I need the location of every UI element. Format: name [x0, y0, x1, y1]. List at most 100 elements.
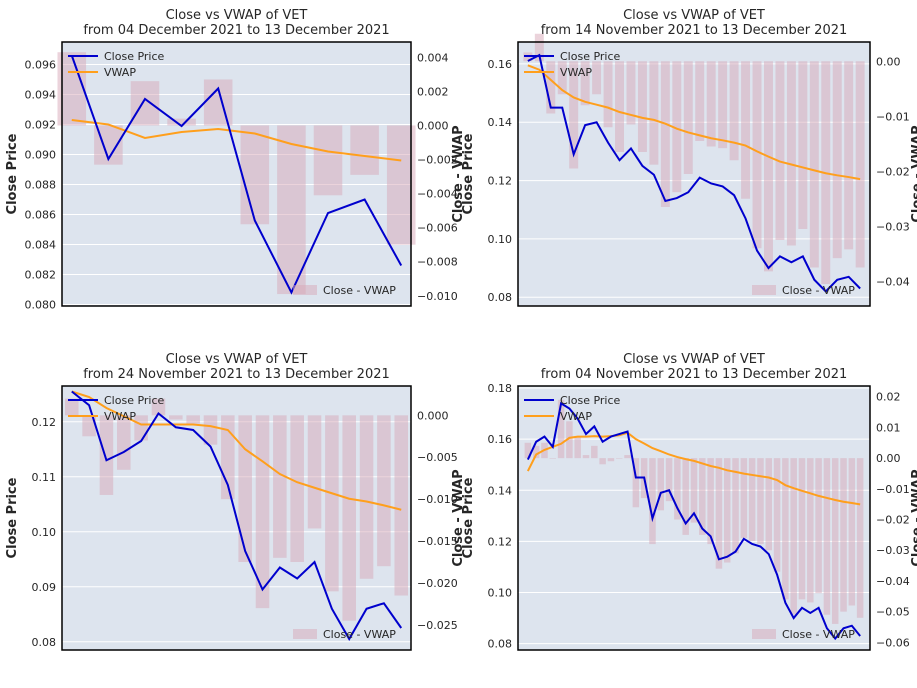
diff-bar — [350, 125, 379, 175]
y2-tick-label: −0.01 — [876, 110, 910, 123]
diff-bar — [203, 415, 218, 445]
y2-tick-label: −0.002 — [417, 154, 458, 167]
y-tick-label: 0.092 — [25, 119, 57, 132]
diff-bar — [325, 415, 339, 592]
y-tick-label: 0.08 — [32, 636, 57, 649]
y-axis-label: Close Price — [5, 477, 20, 558]
diff-bar — [534, 33, 544, 62]
y2-tick-label: −0.025 — [417, 619, 458, 632]
y-tick-label: 0.080 — [25, 299, 57, 312]
diff-bar — [377, 415, 391, 567]
diff-bar — [683, 61, 693, 174]
y2-tick-label: 0.000 — [417, 119, 449, 132]
y2-tick-label: −0.008 — [417, 256, 458, 269]
diff-bar — [729, 61, 739, 161]
y-tick-label: 0.082 — [25, 269, 57, 282]
legend-close-label: Close Price — [560, 50, 621, 63]
diff-bar — [130, 81, 160, 126]
diff-bar — [151, 398, 166, 416]
y2-tick-label: −0.015 — [417, 535, 458, 548]
close-price-line — [70, 55, 403, 295]
diff-bar — [741, 61, 751, 199]
chart-panel-1: 0.080 0.082 0.084 0.086 0.088 0.090 0.092 0.094… — [5, 8, 466, 312]
legend-vwap-label: VWAP — [104, 410, 136, 423]
legend-close-label: Close Price — [560, 394, 621, 407]
legend-diff-label: Close - VWAP — [782, 284, 855, 297]
diff-bar — [203, 79, 233, 126]
y2-tick-label: 0.002 — [417, 85, 449, 98]
y2-tick-label: −0.03 — [876, 544, 910, 557]
y-tick-label: 0.096 — [25, 59, 57, 72]
diff-bar — [718, 61, 728, 149]
diff-bar — [238, 415, 252, 562]
diff-bar — [657, 458, 665, 511]
diff-bar — [682, 458, 689, 535]
diff-bar — [557, 399, 565, 459]
y2-axis-label: Close - VWAP — [451, 125, 466, 222]
diff-bar — [65, 398, 79, 416]
y-tick-label: 0.10 — [32, 526, 57, 539]
legend-diff-swatch — [293, 285, 317, 295]
y2-tick-label: −0.006 — [417, 222, 458, 235]
diff-bar — [569, 61, 579, 169]
y2-tick-label: −0.04 — [876, 275, 910, 288]
legend-diff-swatch — [752, 285, 776, 295]
y2-tick-label: 0.004 — [417, 51, 449, 64]
close-price-line — [71, 390, 403, 642]
diff-bar — [615, 61, 624, 152]
y2-tick-label: 0.00 — [876, 55, 901, 68]
diff-bar — [790, 458, 797, 615]
vwap-line — [71, 390, 402, 511]
chart-title: Close vs VWAP of VET — [166, 8, 308, 23]
diff-bar — [832, 61, 842, 259]
y2-tick-label: −0.03 — [876, 220, 910, 233]
diff-bar — [706, 61, 716, 147]
y-tick-label: 0.12 — [488, 535, 513, 548]
plot-frame — [61, 385, 412, 651]
diff-bar — [599, 458, 606, 465]
y-tick-label: 0.14 — [488, 484, 513, 497]
chart-title: Close vs VWAP of VET — [623, 352, 765, 367]
diff-bar — [786, 61, 796, 246]
diff-bar — [240, 125, 270, 225]
y2-tick-label: −0.010 — [417, 493, 458, 506]
diff-bar — [715, 458, 723, 569]
chart-panel-3: 0.08 0.09 0.10 0.11 0.12 0.000 −0.005 −0.010 −0.… — [5, 352, 466, 651]
diff-bar — [672, 61, 682, 193]
y-tick-label: 0.08 — [488, 291, 513, 304]
diff-bar — [342, 415, 356, 621]
legend-diff-swatch — [752, 629, 776, 639]
diff-bar — [546, 61, 556, 114]
y2-axis-label: Close - VWAP — [910, 125, 917, 222]
legend-close-label: Close Price — [104, 394, 165, 407]
diff-bar — [524, 442, 532, 459]
y-tick-label: 0.14 — [488, 116, 513, 129]
diff-bar — [99, 415, 114, 495]
diff-bar — [674, 458, 681, 520]
diff-bar — [807, 458, 814, 603]
y-tick-label: 0.094 — [25, 89, 57, 102]
y2-tick-label: −0.005 — [417, 451, 458, 464]
y2-tick-label: −0.010 — [417, 290, 458, 303]
diff-bar — [313, 125, 343, 196]
diff-bar — [798, 61, 808, 229]
close-price-line — [526, 401, 861, 641]
diff-bar — [394, 415, 408, 596]
close-price-line — [527, 53, 861, 293]
y-tick-label: 0.10 — [488, 586, 513, 599]
chart-title: Close vs VWAP of VET — [166, 352, 308, 367]
diff-bar — [665, 458, 673, 502]
diff-bar — [699, 458, 706, 535]
legend-close-label: Close Price — [104, 50, 165, 63]
y2-tick-label: −0.04 — [876, 575, 910, 588]
y-tick-label: 0.12 — [488, 175, 513, 188]
diff-bar — [855, 61, 865, 268]
diff-bar — [632, 458, 640, 508]
legend-diff-label: Close - VWAP — [323, 284, 396, 297]
diff-bar — [732, 458, 739, 554]
y-tick-label: 0.11 — [32, 471, 57, 484]
diff-bar — [848, 458, 856, 606]
legend-diff-swatch — [293, 629, 317, 639]
diff-bar — [831, 458, 839, 624]
diff-bar — [626, 61, 636, 125]
